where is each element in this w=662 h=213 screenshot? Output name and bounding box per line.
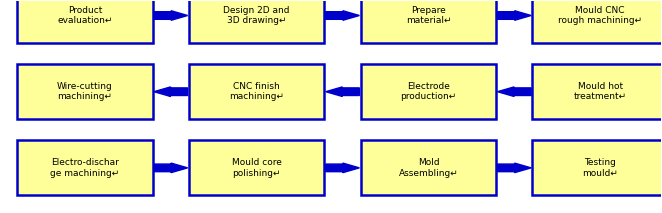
Text: Mould core
polishing↵: Mould core polishing↵ <box>232 158 281 178</box>
Text: Mould hot
treatment↵: Mould hot treatment↵ <box>574 82 627 101</box>
FancyBboxPatch shape <box>532 64 662 119</box>
Text: CNC finish
machining↵: CNC finish machining↵ <box>229 82 284 101</box>
FancyArrow shape <box>326 163 359 173</box>
FancyBboxPatch shape <box>17 0 153 43</box>
Text: Mould CNC
rough machining↵: Mould CNC rough machining↵ <box>558 6 642 25</box>
FancyArrow shape <box>154 163 187 173</box>
FancyArrow shape <box>326 87 359 96</box>
FancyBboxPatch shape <box>17 64 153 119</box>
FancyBboxPatch shape <box>361 140 496 195</box>
Text: Prepare
material↵: Prepare material↵ <box>406 6 451 25</box>
FancyArrow shape <box>326 11 359 20</box>
FancyBboxPatch shape <box>532 0 662 43</box>
Text: Mold
Assembling↵: Mold Assembling↵ <box>399 158 458 178</box>
Text: Wire-cutting
machining↵: Wire-cutting machining↵ <box>57 82 113 101</box>
FancyBboxPatch shape <box>361 0 496 43</box>
Text: Product
evaluation↵: Product evaluation↵ <box>57 6 113 25</box>
FancyArrow shape <box>497 163 531 173</box>
FancyArrow shape <box>154 11 187 20</box>
FancyBboxPatch shape <box>17 140 153 195</box>
FancyBboxPatch shape <box>532 140 662 195</box>
FancyBboxPatch shape <box>189 0 324 43</box>
Text: Design 2D and
3D drawing↵: Design 2D and 3D drawing↵ <box>224 6 290 25</box>
FancyArrow shape <box>154 87 187 96</box>
FancyArrow shape <box>497 11 531 20</box>
Text: Electro-dischar
ge machining↵: Electro-dischar ge machining↵ <box>50 158 120 178</box>
Text: Testing
mould↵: Testing mould↵ <box>583 158 618 178</box>
FancyBboxPatch shape <box>189 64 324 119</box>
FancyBboxPatch shape <box>361 64 496 119</box>
Text: Electrode
production↵: Electrode production↵ <box>401 82 457 101</box>
FancyArrow shape <box>497 87 531 96</box>
FancyBboxPatch shape <box>189 140 324 195</box>
